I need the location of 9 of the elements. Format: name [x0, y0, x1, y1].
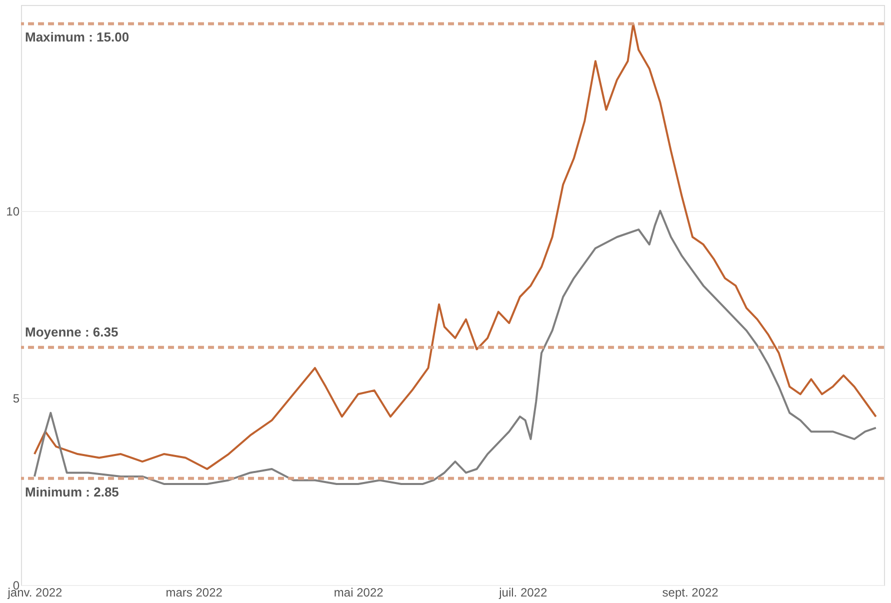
ref-line-label: Maximum : 15.00: [25, 30, 130, 45]
y-tick-label: 10: [6, 204, 20, 218]
ref-line-label: Minimum : 2.85: [25, 484, 119, 500]
ref-line-label: Moyenne : 6.35: [25, 324, 118, 340]
x-tick-label: sept. 2022: [662, 586, 719, 600]
x-tick-label: mars 2022: [166, 586, 223, 600]
x-tick-label: juil. 2022: [498, 586, 548, 600]
x-tick-label: mai 2022: [334, 586, 384, 600]
y-tick-label: 5: [12, 391, 20, 406]
